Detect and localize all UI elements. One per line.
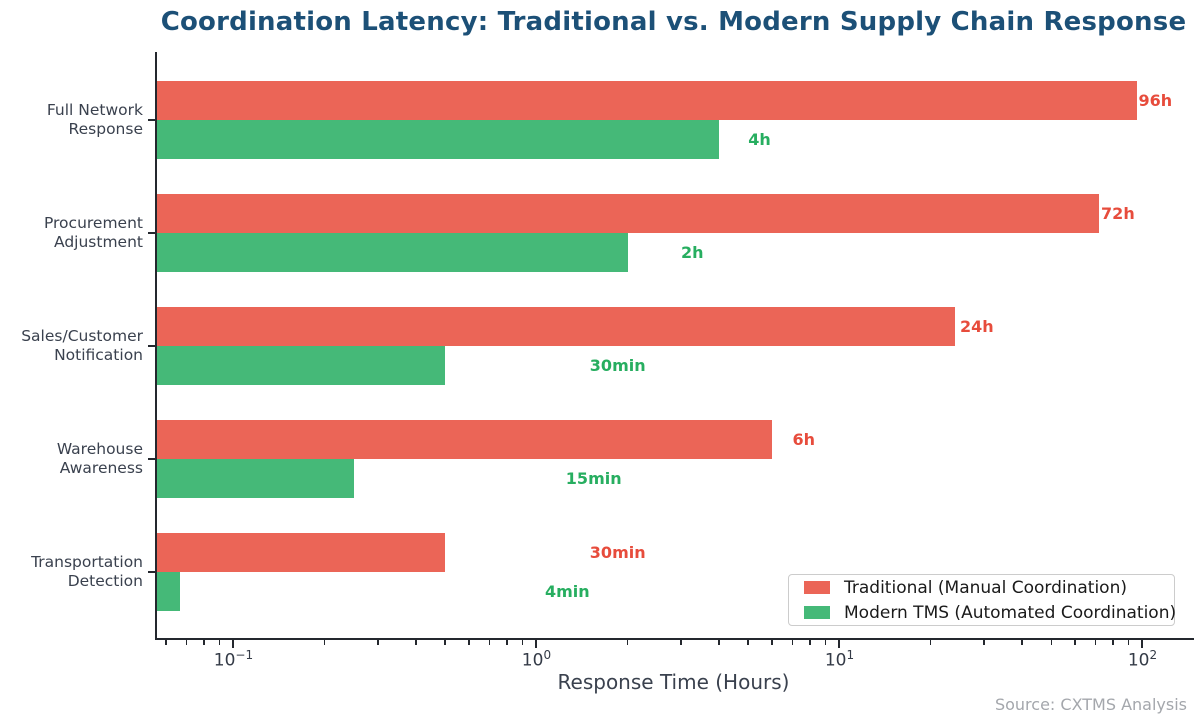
x-minor-tick — [747, 640, 749, 645]
legend-item-modern: Modern TMS (Automated Coordination) — [789, 601, 1177, 625]
x-minor-tick — [488, 640, 491, 645]
legend-swatch-traditional — [804, 581, 830, 594]
x-minor-tick — [444, 640, 446, 645]
bar-value-label: 2h — [681, 243, 704, 262]
x-minor-tick — [809, 640, 811, 645]
y-tick-mark — [148, 458, 155, 460]
bar-value-label: 6h — [792, 430, 816, 449]
y-tick-mark — [148, 571, 155, 573]
bar-modern-2 — [157, 346, 446, 385]
y-tick-mark — [148, 232, 155, 234]
bar-value-label: 72h — [1101, 204, 1135, 223]
y-tick-mark — [148, 345, 155, 347]
bar-modern-1 — [157, 233, 628, 272]
chart-title: Coordination Latency: Traditional vs. Mo… — [160, 7, 1187, 37]
x-minor-tick — [377, 640, 379, 645]
bar-value-label: 30min — [589, 356, 646, 375]
bar-traditional-1 — [157, 194, 1100, 233]
x-minor-tick — [1112, 640, 1114, 645]
bar-value-label: 24h — [960, 317, 994, 336]
source-note: Source: CXTMS Analysis — [994, 695, 1187, 714]
y-category-label: Transportation Detection — [31, 553, 143, 590]
bar-value-label: 15min — [565, 469, 622, 488]
x-minor-tick — [1050, 640, 1052, 645]
x-minor-tick — [791, 640, 794, 645]
legend-item-traditional: Traditional (Manual Coordination) — [789, 576, 1174, 600]
x-minor-tick — [1127, 640, 1130, 645]
x-minor-tick — [218, 640, 221, 645]
x-minor-tick — [521, 640, 524, 645]
x-minor-tick — [203, 640, 205, 645]
x-minor-tick — [1094, 640, 1097, 645]
plot-area — [155, 52, 1194, 640]
x-minor-tick — [626, 640, 629, 645]
x-tick-label: 100 — [521, 648, 552, 671]
x-tick-label: 102 — [1127, 648, 1158, 671]
bar-value-label: 96h — [1138, 91, 1173, 110]
y-category-label: Full Network Response — [46, 101, 143, 138]
bar-value-label: 4h — [748, 130, 771, 149]
x-tick-label: 101 — [824, 648, 855, 671]
legend-label-modern: Modern TMS (Automated Coordination) — [844, 602, 1177, 623]
legend: Traditional (Manual Coordination) Modern… — [788, 574, 1177, 626]
x-minor-tick — [824, 640, 827, 645]
x-minor-tick — [468, 640, 470, 645]
bar-value-label: 30min — [589, 543, 646, 562]
x-minor-tick — [1021, 640, 1023, 645]
x-minor-tick — [680, 640, 682, 645]
y-category-label: Procurement Adjustment — [43, 214, 143, 251]
x-minor-tick — [771, 640, 773, 645]
x-major-tick — [535, 640, 538, 648]
y-category-label: Sales/Customer Notification — [21, 327, 143, 364]
bar-traditional-3 — [157, 420, 773, 459]
y-category-label: Warehouse Awareness — [56, 440, 143, 477]
x-major-tick — [232, 640, 235, 648]
x-minor-tick — [1074, 640, 1076, 645]
x-tick-label: 10−1 — [213, 648, 254, 671]
bar-traditional-4 — [157, 533, 446, 572]
x-minor-tick — [165, 640, 167, 645]
bar-traditional-2 — [157, 307, 955, 346]
x-major-tick — [1141, 640, 1144, 648]
x-major-tick — [838, 640, 841, 648]
x-minor-tick — [185, 640, 188, 645]
x-minor-tick — [415, 640, 417, 645]
bar-modern-3 — [157, 459, 354, 498]
y-tick-mark — [148, 119, 155, 121]
x-minor-tick — [983, 640, 985, 645]
legend-label-traditional: Traditional (Manual Coordination) — [844, 577, 1127, 598]
x-minor-tick — [506, 640, 508, 645]
x-axis-label: Response Time (Hours) — [557, 670, 790, 694]
bar-modern-4 — [157, 572, 181, 611]
legend-swatch-modern — [804, 606, 830, 619]
bar-traditional-0 — [157, 81, 1138, 120]
bar-value-label: 4min — [544, 582, 590, 601]
bar-modern-0 — [157, 120, 719, 159]
x-minor-tick — [929, 640, 932, 645]
x-minor-tick — [323, 640, 326, 645]
x-minor-tick — [718, 640, 720, 645]
